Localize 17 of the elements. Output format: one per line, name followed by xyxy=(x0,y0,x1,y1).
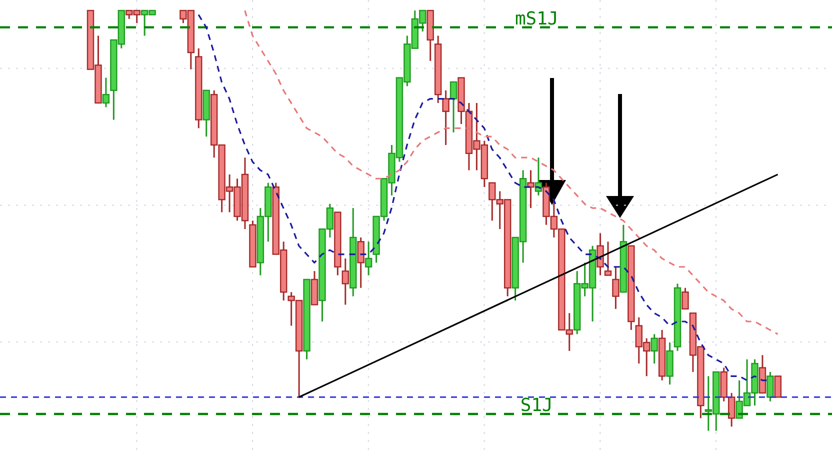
candlestick xyxy=(450,81,458,134)
ref-line-label: S1J xyxy=(520,394,553,416)
candlestick xyxy=(774,376,782,398)
candlestick xyxy=(102,77,110,108)
candlestick xyxy=(527,169,534,209)
candlestick xyxy=(442,90,450,146)
candlestick xyxy=(342,258,349,306)
candlestick xyxy=(650,333,658,364)
ref-line-label: mS1J xyxy=(514,8,558,30)
candlestick xyxy=(364,240,372,276)
candlestick xyxy=(596,232,604,276)
candlestick xyxy=(612,266,620,310)
candlestick xyxy=(604,240,612,276)
candlestick xyxy=(766,371,774,402)
candlestick xyxy=(357,236,364,289)
candlestick xyxy=(682,287,689,310)
candlestick xyxy=(728,392,736,428)
